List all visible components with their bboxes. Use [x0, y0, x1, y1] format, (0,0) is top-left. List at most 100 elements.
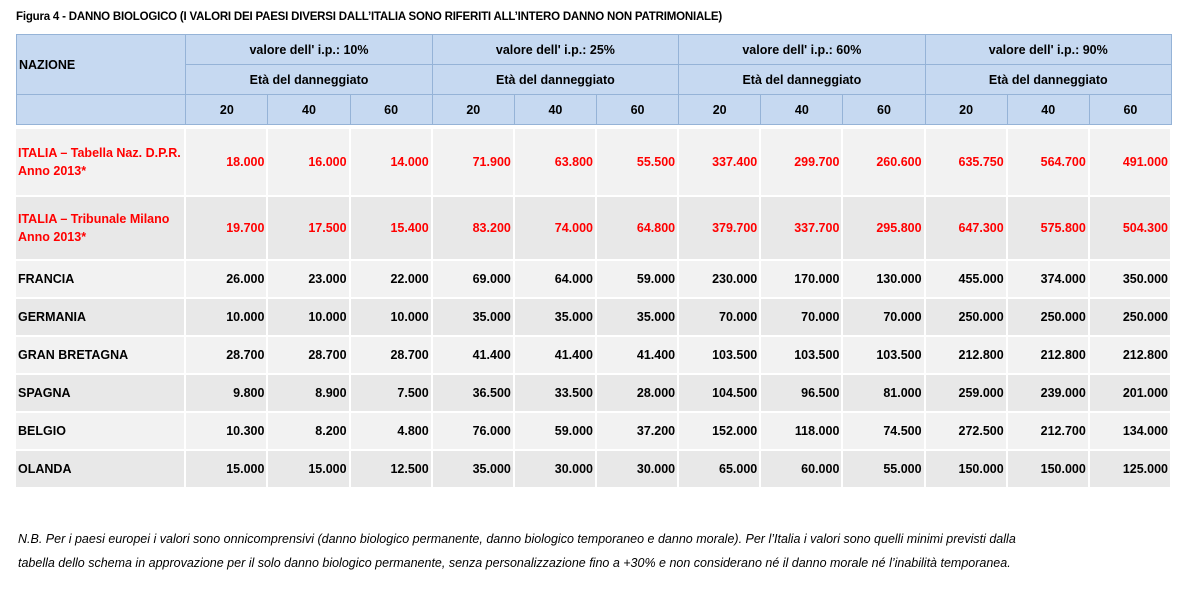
value-cell: 23.000 — [268, 261, 351, 299]
value-cell: 170.000 — [761, 261, 844, 299]
value-cell: 28.700 — [350, 337, 433, 375]
value-cell: 10.000 — [268, 299, 351, 337]
footnote-line: N.B. Per i paesi europei i valori sono o… — [18, 532, 1016, 546]
damage-table: NAZIONE valore dell' i.p.: 10% valore de… — [16, 34, 1172, 489]
value-cell: 635.750 — [925, 129, 1008, 197]
age-subheader: Età del danneggiato — [432, 65, 680, 95]
age-subheader: Età del danneggiato — [186, 65, 433, 95]
value-cell: 83.200 — [432, 197, 515, 261]
value-cell: 239.000 — [1007, 375, 1090, 413]
value-cell: 76.000 — [432, 413, 515, 451]
value-cell: 36.500 — [432, 375, 515, 413]
value-cell: 337.700 — [761, 197, 844, 261]
value-cell: 491.000 — [1089, 129, 1172, 197]
value-cell: 564.700 — [1007, 129, 1090, 197]
nation-name: FRANCIA — [18, 272, 75, 286]
nation-name: BELGIO — [18, 424, 66, 438]
nation-cell: GERMANIA — [16, 299, 187, 337]
nation-cell: ITALIA – Tabella Naz. D.P.R. Anno 2013* — [16, 129, 187, 197]
value-cell: 55.500 — [596, 129, 680, 197]
value-cell: 350.000 — [1089, 261, 1172, 299]
table-row: GRAN BRETAGNA 28.700 28.700 28.700 41.400 41.… — [16, 337, 1172, 375]
table-row: FRANCIA 26.000 23.000 22.000 69.000 64.000 59.… — [16, 261, 1172, 299]
value-cell: 28.700 — [268, 337, 351, 375]
value-cell: 74.500 — [843, 413, 926, 451]
value-cell: 81.000 — [843, 375, 926, 413]
age-header: 40 — [514, 95, 597, 125]
age-header: 40 — [268, 95, 351, 125]
value-cell: 212.800 — [1007, 337, 1090, 375]
value-cell: 41.400 — [596, 337, 680, 375]
value-cell: 212.800 — [925, 337, 1008, 375]
value-cell: 28.700 — [186, 337, 269, 375]
value-cell: 16.000 — [268, 129, 351, 197]
value-cell: 272.500 — [925, 413, 1008, 451]
figure-title: Figura 4 - DANNO BIOLOGICO (I VALORI DEI… — [16, 11, 722, 23]
value-cell: 8.200 — [268, 413, 351, 451]
value-cell: 64.800 — [596, 197, 680, 261]
value-cell: 575.800 — [1007, 197, 1090, 261]
value-cell: 60.000 — [761, 451, 844, 489]
table-header: NAZIONE valore dell' i.p.: 10% valore de… — [16, 34, 1172, 125]
nation-name: ITALIA – Tabella Naz. D.P.R. — [18, 146, 181, 160]
nation-cell: GRAN BRETAGNA — [16, 337, 187, 375]
value-cell: 35.000 — [596, 299, 680, 337]
nation-cell: ITALIA – Tribunale Milano Anno 2013* — [16, 197, 187, 261]
age-header: 60 — [1089, 95, 1172, 125]
nation-cell: SPAGNA — [16, 375, 187, 413]
value-cell: 7.500 — [350, 375, 433, 413]
value-cell: 41.400 — [514, 337, 597, 375]
value-cell: 260.600 — [843, 129, 926, 197]
value-cell: 71.900 — [432, 129, 515, 197]
group-header-60: valore dell' i.p.: 60% — [679, 34, 926, 65]
value-cell: 22.000 — [350, 261, 433, 299]
value-cell: 647.300 — [925, 197, 1008, 261]
value-cell: 259.000 — [925, 375, 1008, 413]
value-cell: 35.000 — [514, 299, 597, 337]
group-header-90: valore dell' i.p.: 90% — [925, 34, 1172, 65]
value-cell: 18.000 — [186, 129, 269, 197]
value-cell: 10.000 — [186, 299, 269, 337]
value-cell: 103.500 — [679, 337, 762, 375]
value-cell: 150.000 — [925, 451, 1008, 489]
value-cell: 250.000 — [1007, 299, 1090, 337]
table-row: OLANDA 15.000 15.000 12.500 35.000 30.000 30.0… — [16, 451, 1172, 489]
age-header: 60 — [596, 95, 680, 125]
age-subheader: Età del danneggiato — [925, 65, 1172, 95]
value-cell: 150.000 — [1007, 451, 1090, 489]
value-cell: 64.000 — [514, 261, 597, 299]
value-cell: 14.000 — [350, 129, 433, 197]
value-cell: 103.500 — [843, 337, 926, 375]
value-cell: 201.000 — [1089, 375, 1172, 413]
value-cell: 17.500 — [268, 197, 351, 261]
age-header: 40 — [761, 95, 844, 125]
value-cell: 33.500 — [514, 375, 597, 413]
value-cell: 250.000 — [925, 299, 1008, 337]
value-cell: 130.000 — [843, 261, 926, 299]
value-cell: 69.000 — [432, 261, 515, 299]
value-cell: 250.000 — [1089, 299, 1172, 337]
value-cell: 374.000 — [1007, 261, 1090, 299]
nation-cell: FRANCIA — [16, 261, 187, 299]
value-cell: 8.900 — [268, 375, 351, 413]
age-header: 20 — [679, 95, 762, 125]
value-cell: 9.800 — [186, 375, 269, 413]
table-row: SPAGNA 9.800 8.900 7.500 36.500 33.500 28.000 1… — [16, 375, 1172, 413]
value-cell: 59.000 — [514, 413, 597, 451]
age-header: 40 — [1007, 95, 1090, 125]
nation-name: ITALIA – Tribunale Milano — [18, 212, 170, 226]
nation-header: NAZIONE — [16, 34, 187, 95]
nation-cell: BELGIO — [16, 413, 187, 451]
value-cell: 55.000 — [843, 451, 926, 489]
value-cell: 15.000 — [268, 451, 351, 489]
value-cell: 104.500 — [679, 375, 762, 413]
table-row: ITALIA – Tabella Naz. D.P.R. Anno 2013* 18… — [16, 129, 1172, 197]
value-cell: 70.000 — [761, 299, 844, 337]
value-cell: 41.400 — [432, 337, 515, 375]
value-cell: 10.300 — [186, 413, 269, 451]
value-cell: 65.000 — [679, 451, 762, 489]
value-cell: 299.700 — [761, 129, 844, 197]
value-cell: 134.000 — [1089, 413, 1172, 451]
value-cell: 455.000 — [925, 261, 1008, 299]
value-cell: 30.000 — [596, 451, 680, 489]
